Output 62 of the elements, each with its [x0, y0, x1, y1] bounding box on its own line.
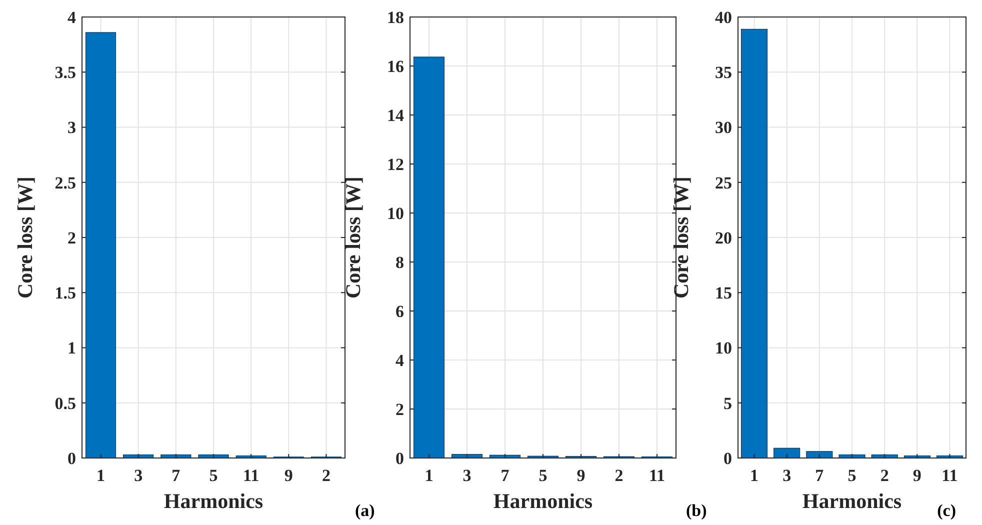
- text: (a): [355, 501, 375, 520]
- x-tick-label: 1: [424, 466, 434, 485]
- y-tick-label: 40: [715, 8, 732, 27]
- y-tick-label: 5: [724, 394, 732, 413]
- y-tick-label: 3: [68, 118, 76, 138]
- x-tick-label: 1: [750, 466, 759, 485]
- y-tick-label: 15: [715, 284, 732, 303]
- text: (c): [937, 501, 956, 520]
- bar: [414, 56, 444, 458]
- y-tick-label: 10: [387, 204, 404, 223]
- y-tick-label: 0: [396, 448, 404, 468]
- x-tick-label: 2: [880, 466, 889, 485]
- x-tick-label: 11: [942, 466, 958, 485]
- y-tick-label: 0: [68, 448, 76, 468]
- x-tick-label: 7: [815, 466, 824, 485]
- x-axis-title: Harmonics: [164, 489, 264, 513]
- y-tick-label: 2: [68, 228, 76, 248]
- y-tick-label: 6: [396, 302, 404, 321]
- y-tick-label: 14: [387, 106, 404, 125]
- y-tick-label: 0: [724, 448, 732, 468]
- x-tick-label: 5: [209, 466, 218, 485]
- y-tick-label: 25: [715, 173, 732, 192]
- x-tick-label: 9: [284, 466, 293, 485]
- bar: [86, 32, 116, 458]
- y-tick-label: 16: [387, 56, 404, 76]
- x-tick-label: 3: [782, 466, 792, 485]
- x-tick-label: 11: [648, 466, 666, 485]
- y-tick-label: 18: [387, 8, 404, 27]
- x-tick-label: 3: [462, 466, 472, 485]
- x-tick-label: 5: [538, 466, 548, 485]
- y-tick-label: 3.5: [54, 63, 76, 82]
- y-tick-label: 35: [715, 63, 732, 82]
- x-tick-label: 7: [172, 466, 181, 485]
- y-tick-label: 1.5: [54, 284, 76, 303]
- y-tick-label: 2: [396, 400, 404, 419]
- bar: [806, 451, 833, 458]
- y-tick-label: 12: [387, 154, 404, 174]
- y-axis-title: Core loss [W]: [341, 176, 365, 299]
- x-axis-title: Harmonics: [802, 489, 902, 513]
- y-tick-label: 8: [396, 252, 404, 272]
- bar: [774, 448, 800, 458]
- y-tick-label: 30: [715, 118, 732, 138]
- x-tick-label: 2: [322, 466, 330, 485]
- y-tick-label: 4: [68, 8, 76, 27]
- y-tick-label: 2.5: [54, 173, 76, 192]
- x-tick-label: 1: [96, 466, 106, 485]
- y-tick-label: 4: [396, 350, 404, 370]
- text: (b): [686, 501, 707, 520]
- y-tick-label: 20: [715, 228, 732, 248]
- y-tick-label: 0.5: [54, 394, 76, 413]
- x-tick-label: 5: [848, 466, 856, 485]
- y-tick-label: 1: [68, 338, 76, 358]
- y-tick-label: 10: [715, 338, 732, 358]
- x-tick-label: 2: [614, 466, 624, 485]
- x-axis-title: Harmonics: [493, 489, 593, 513]
- y-axis-title: Core loss [W]: [13, 176, 37, 299]
- x-tick-label: 3: [134, 466, 143, 485]
- x-tick-label: 9: [912, 466, 922, 485]
- x-tick-label: 9: [576, 466, 586, 485]
- x-tick-label: 7: [500, 466, 510, 485]
- bar: [741, 28, 768, 458]
- x-tick-label: 11: [243, 466, 260, 485]
